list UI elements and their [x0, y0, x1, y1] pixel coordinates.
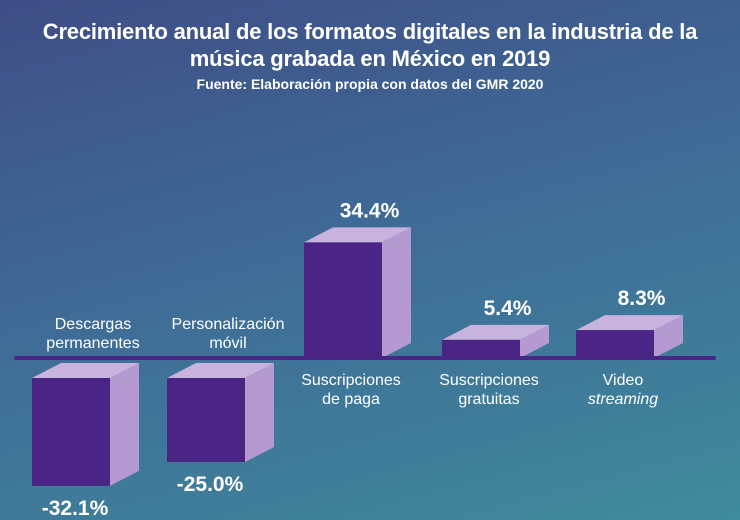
value-label-4: 5.4% [484, 297, 532, 320]
bar-2-top [167, 363, 274, 378]
category-label-1-line-2: permanentes [46, 335, 139, 352]
category-label-5-line-2: streaming [588, 391, 658, 408]
bar-2-front [167, 378, 245, 462]
bar-1-top [32, 363, 139, 378]
category-label-2-line-1: Personalización [172, 316, 285, 333]
bar-3-top [304, 227, 411, 243]
bar-3-side [382, 227, 411, 358]
chart-title-line-2: música grabada en México en 2019 [189, 46, 551, 71]
bar-5-side [654, 315, 683, 358]
value-label-3: 34.4% [340, 199, 400, 222]
category-label-3-line-2: de paga [322, 391, 380, 408]
category-label-5-line-1: Video [603, 372, 644, 389]
bar-4-front [442, 339, 520, 358]
bar-2-side [245, 363, 274, 462]
value-label-1: -32.1% [42, 497, 109, 520]
bar-3-front [304, 242, 382, 358]
category-label-4-line-2: gratuitas [458, 391, 519, 408]
chart-title: Crecimiento anual de los formatos digita… [0, 18, 740, 72]
bar-1-front [32, 378, 110, 486]
bar-4-top [442, 324, 549, 340]
bar-5-top [576, 315, 683, 331]
value-label-5: 8.3% [618, 287, 666, 310]
category-label-2-line-2: móvil [209, 335, 246, 352]
category-label-1-line-1: Descargas [55, 316, 131, 333]
category-label-3-line-1: Suscripciones [301, 372, 401, 389]
bar-5-front [576, 330, 654, 358]
bar-1-side [110, 363, 139, 486]
chart-subtitle: Fuente: Elaboración propia con datos del… [196, 76, 544, 92]
category-label-4-line-1: Suscripciones [439, 372, 539, 389]
chart-title-line-1: Crecimiento anual de los formatos digita… [42, 19, 698, 44]
value-label-2: -25.0% [177, 473, 244, 496]
bar-4-side [520, 324, 549, 358]
